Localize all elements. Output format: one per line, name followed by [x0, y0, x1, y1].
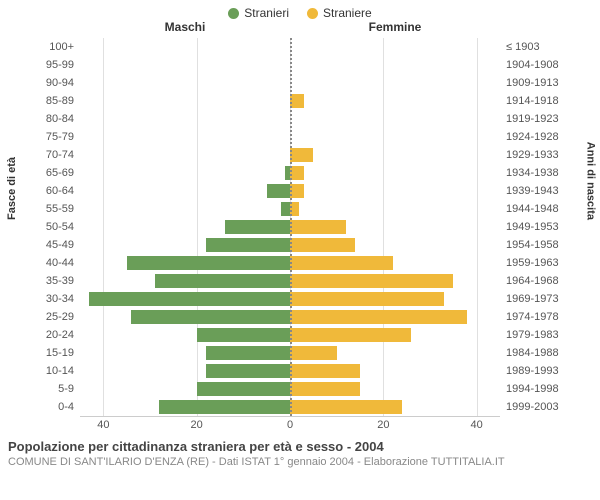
female-bar: [290, 238, 355, 252]
birth-label: 1934-1938: [506, 164, 590, 182]
age-label: 20-24: [0, 326, 74, 344]
chart-footer: Popolazione per cittadinanza straniera p…: [0, 433, 600, 468]
x-tick-label: 20: [377, 419, 389, 431]
chart-title: Popolazione per cittadinanza straniera p…: [8, 439, 592, 454]
birth-label: 1979-1983: [506, 326, 590, 344]
female-bar: [290, 94, 304, 108]
age-label: 85-89: [0, 92, 74, 110]
birth-label: 1989-1993: [506, 362, 590, 380]
male-bar: [127, 256, 290, 270]
legend-item-female: Straniere: [307, 6, 372, 20]
x-axis: 40 20 0 20 40: [0, 417, 600, 433]
male-bar: [206, 346, 290, 360]
birth-label: 1944-1948: [506, 200, 590, 218]
male-bar: [131, 310, 290, 324]
pyramid-chart: Fasce di età Anni di nascita Maschi Femm…: [0, 20, 600, 433]
birth-label: 1939-1943: [506, 182, 590, 200]
column-headers: Maschi Femmine: [0, 20, 600, 34]
birth-year-labels: ≤ 19031904-19081909-19131914-19181919-19…: [500, 38, 590, 417]
female-bar: [290, 364, 360, 378]
female-swatch-icon: [307, 8, 318, 19]
age-label: 50-54: [0, 218, 74, 236]
age-label: 95-99: [0, 56, 74, 74]
age-label: 25-29: [0, 308, 74, 326]
male-bar: [206, 364, 290, 378]
age-label: 90-94: [0, 74, 74, 92]
age-label: 30-34: [0, 290, 74, 308]
female-bar: [290, 148, 313, 162]
age-label: 10-14: [0, 362, 74, 380]
female-bar: [290, 400, 402, 414]
birth-label: 1959-1963: [506, 254, 590, 272]
female-column-header: Femmine: [290, 20, 500, 34]
female-bar: [290, 292, 444, 306]
age-label: 5-9: [0, 380, 74, 398]
male-bar: [206, 238, 290, 252]
age-label: 45-49: [0, 236, 74, 254]
legend-male-label: Stranieri: [244, 6, 289, 20]
female-bar: [290, 328, 411, 342]
age-label: 70-74: [0, 146, 74, 164]
birth-label: 1949-1953: [506, 218, 590, 236]
legend-item-male: Stranieri: [228, 6, 289, 20]
x-tick-label: 40: [97, 419, 109, 431]
female-bar: [290, 166, 304, 180]
age-label: 40-44: [0, 254, 74, 272]
x-axis-ticks: 40 20 0 20 40: [80, 417, 500, 433]
birth-label: 1964-1968: [506, 272, 590, 290]
female-bar: [290, 220, 346, 234]
legend-female-label: Straniere: [323, 6, 372, 20]
birth-label: 1919-1923: [506, 110, 590, 128]
birth-label: 1954-1958: [506, 236, 590, 254]
age-label: 60-64: [0, 182, 74, 200]
birth-label: 1914-1918: [506, 92, 590, 110]
x-tick-label: 20: [191, 419, 203, 431]
female-bar: [290, 256, 393, 270]
male-bar: [225, 220, 290, 234]
birth-label: 1929-1933: [506, 146, 590, 164]
x-tick-label: 0: [287, 419, 293, 431]
age-label: 80-84: [0, 110, 74, 128]
male-bar: [159, 400, 290, 414]
x-tick-label: 40: [471, 419, 483, 431]
female-bar: [290, 274, 453, 288]
birth-label: 1904-1908: [506, 56, 590, 74]
birth-label: 1984-1988: [506, 344, 590, 362]
male-bar: [197, 382, 290, 396]
male-column-header: Maschi: [80, 20, 290, 34]
male-bar: [197, 328, 290, 342]
male-bar: [281, 202, 290, 216]
birth-label: ≤ 1903: [506, 38, 590, 56]
birth-label: 1909-1913: [506, 74, 590, 92]
chart-body: 100+95-9990-9485-8980-8475-7970-7465-696…: [0, 34, 600, 417]
male-bar: [267, 184, 290, 198]
age-labels: 100+95-9990-9485-8980-8475-7970-7465-696…: [0, 38, 80, 417]
female-bar: [290, 184, 304, 198]
birth-label: 1924-1928: [506, 128, 590, 146]
center-axis-line: [290, 38, 292, 416]
age-label: 15-19: [0, 344, 74, 362]
male-bar: [89, 292, 290, 306]
age-label: 0-4: [0, 398, 74, 416]
birth-label: 1974-1978: [506, 308, 590, 326]
age-label: 55-59: [0, 200, 74, 218]
male-swatch-icon: [228, 8, 239, 19]
age-label: 100+: [0, 38, 74, 56]
female-bar: [290, 382, 360, 396]
age-label: 75-79: [0, 128, 74, 146]
birth-label: 1969-1973: [506, 290, 590, 308]
age-label: 35-39: [0, 272, 74, 290]
birth-label: 1999-2003: [506, 398, 590, 416]
birth-label: 1994-1998: [506, 380, 590, 398]
legend: Stranieri Straniere: [0, 0, 600, 20]
female-bar: [290, 310, 467, 324]
female-bar: [290, 346, 337, 360]
male-bar: [155, 274, 290, 288]
plot-area: [80, 38, 500, 417]
chart-subtitle: COMUNE DI SANT'ILARIO D'ENZA (RE) - Dati…: [8, 456, 592, 468]
age-label: 65-69: [0, 164, 74, 182]
